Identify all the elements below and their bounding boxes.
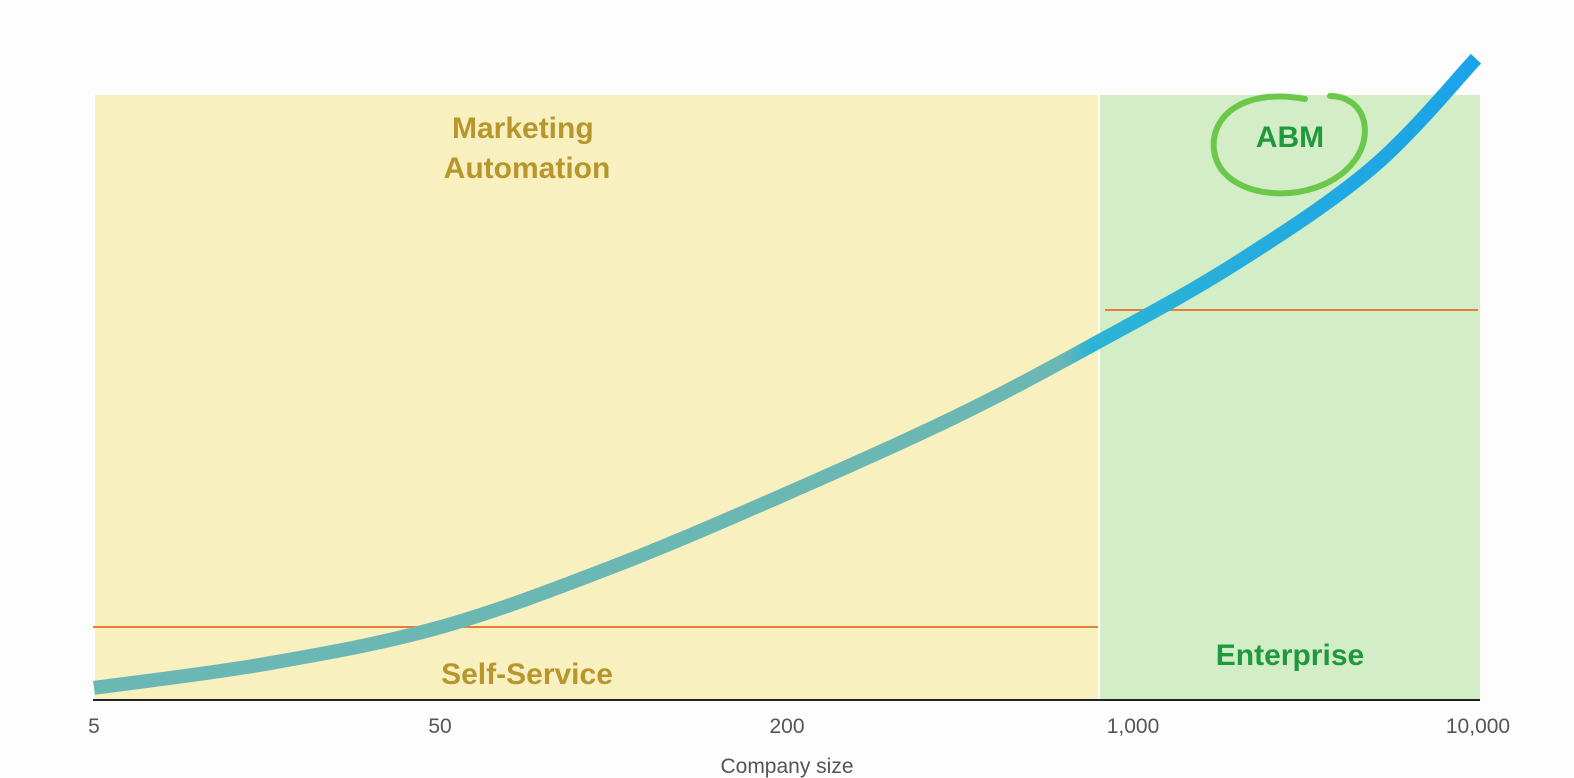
x-tick-labels: 5 50 200 1,000 10,000 [88,715,1510,738]
series-curve [93,53,1482,695]
x-tick-label: 200 [769,715,804,738]
x-axis-title: Company size [720,755,853,778]
abm-label: ABM [1256,121,1324,154]
marketing-automation-label-line2: Automation [444,152,611,185]
enterprise-label: Enterprise [1216,639,1364,672]
x-tick-label: 5 [88,715,100,738]
x-tick-label: 1,000 [1107,715,1160,738]
x-tick-label: 10,000 [1446,715,1510,738]
region-left-bg [95,95,1098,700]
abm-circle-icon [1210,93,1368,197]
self-service-label: Self-Service [441,658,613,691]
x-tick-label: 50 [428,715,451,738]
marketing-automation-label-line1: Marketing [452,112,594,145]
region-enterprise-bg [1100,95,1480,700]
marketing-automation-label: Marketing Automation [444,112,611,185]
